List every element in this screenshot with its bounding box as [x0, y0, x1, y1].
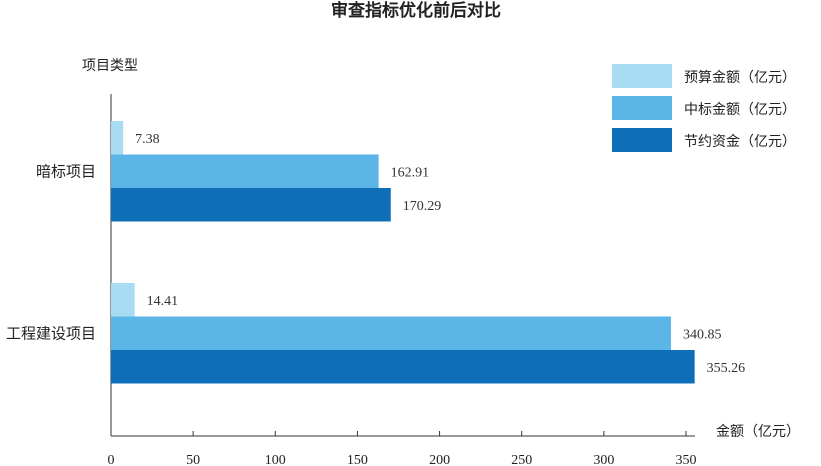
data-label: 7.38	[135, 132, 160, 147]
x-tick-label: 300	[593, 453, 614, 466]
legend: 预算金额（亿元） 中标金额（亿元） 节约资金（亿元）	[612, 64, 796, 152]
bar	[111, 283, 135, 317]
bar	[111, 188, 391, 222]
bar	[111, 316, 671, 350]
bar	[111, 121, 124, 155]
category-label: 暗标项目	[36, 162, 96, 180]
data-label: 170.29	[403, 199, 442, 214]
bar	[111, 154, 379, 188]
legend-swatch	[612, 96, 672, 120]
x-tick-label: 250	[511, 453, 532, 466]
data-label: 340.85	[683, 327, 722, 342]
x-tick-label: 50	[186, 453, 200, 466]
data-labels: 7.38 162.91 170.29 14.41 340.85 355.26	[135, 132, 745, 376]
legend-swatch	[612, 64, 672, 88]
x-axis-label: 金额（亿元）	[716, 424, 800, 440]
category-label: 工程建设项目	[6, 324, 96, 342]
data-label: 162.91	[391, 165, 430, 180]
bars	[111, 121, 695, 384]
x-tick-label: 150	[347, 453, 368, 466]
x-tick-label: 350	[676, 453, 697, 466]
y-axis-label: 项目类型	[82, 58, 138, 74]
data-label: 355.26	[707, 361, 746, 376]
legend-label: 预算金额（亿元）	[684, 70, 796, 86]
legend-label: 中标金额（亿元）	[684, 102, 796, 118]
legend-label: 节约资金（亿元）	[684, 134, 796, 150]
x-tick-label: 0	[108, 453, 115, 466]
x-tick-label: 200	[429, 453, 450, 466]
x-tick-label: 100	[265, 453, 286, 466]
chart-title: 审查指标优化前后对比	[331, 0, 501, 21]
bar	[111, 350, 695, 384]
legend-swatch	[612, 128, 672, 152]
x-ticks: 0 50 100 150 200 250 300 350	[108, 431, 697, 466]
data-label: 14.41	[147, 294, 179, 309]
